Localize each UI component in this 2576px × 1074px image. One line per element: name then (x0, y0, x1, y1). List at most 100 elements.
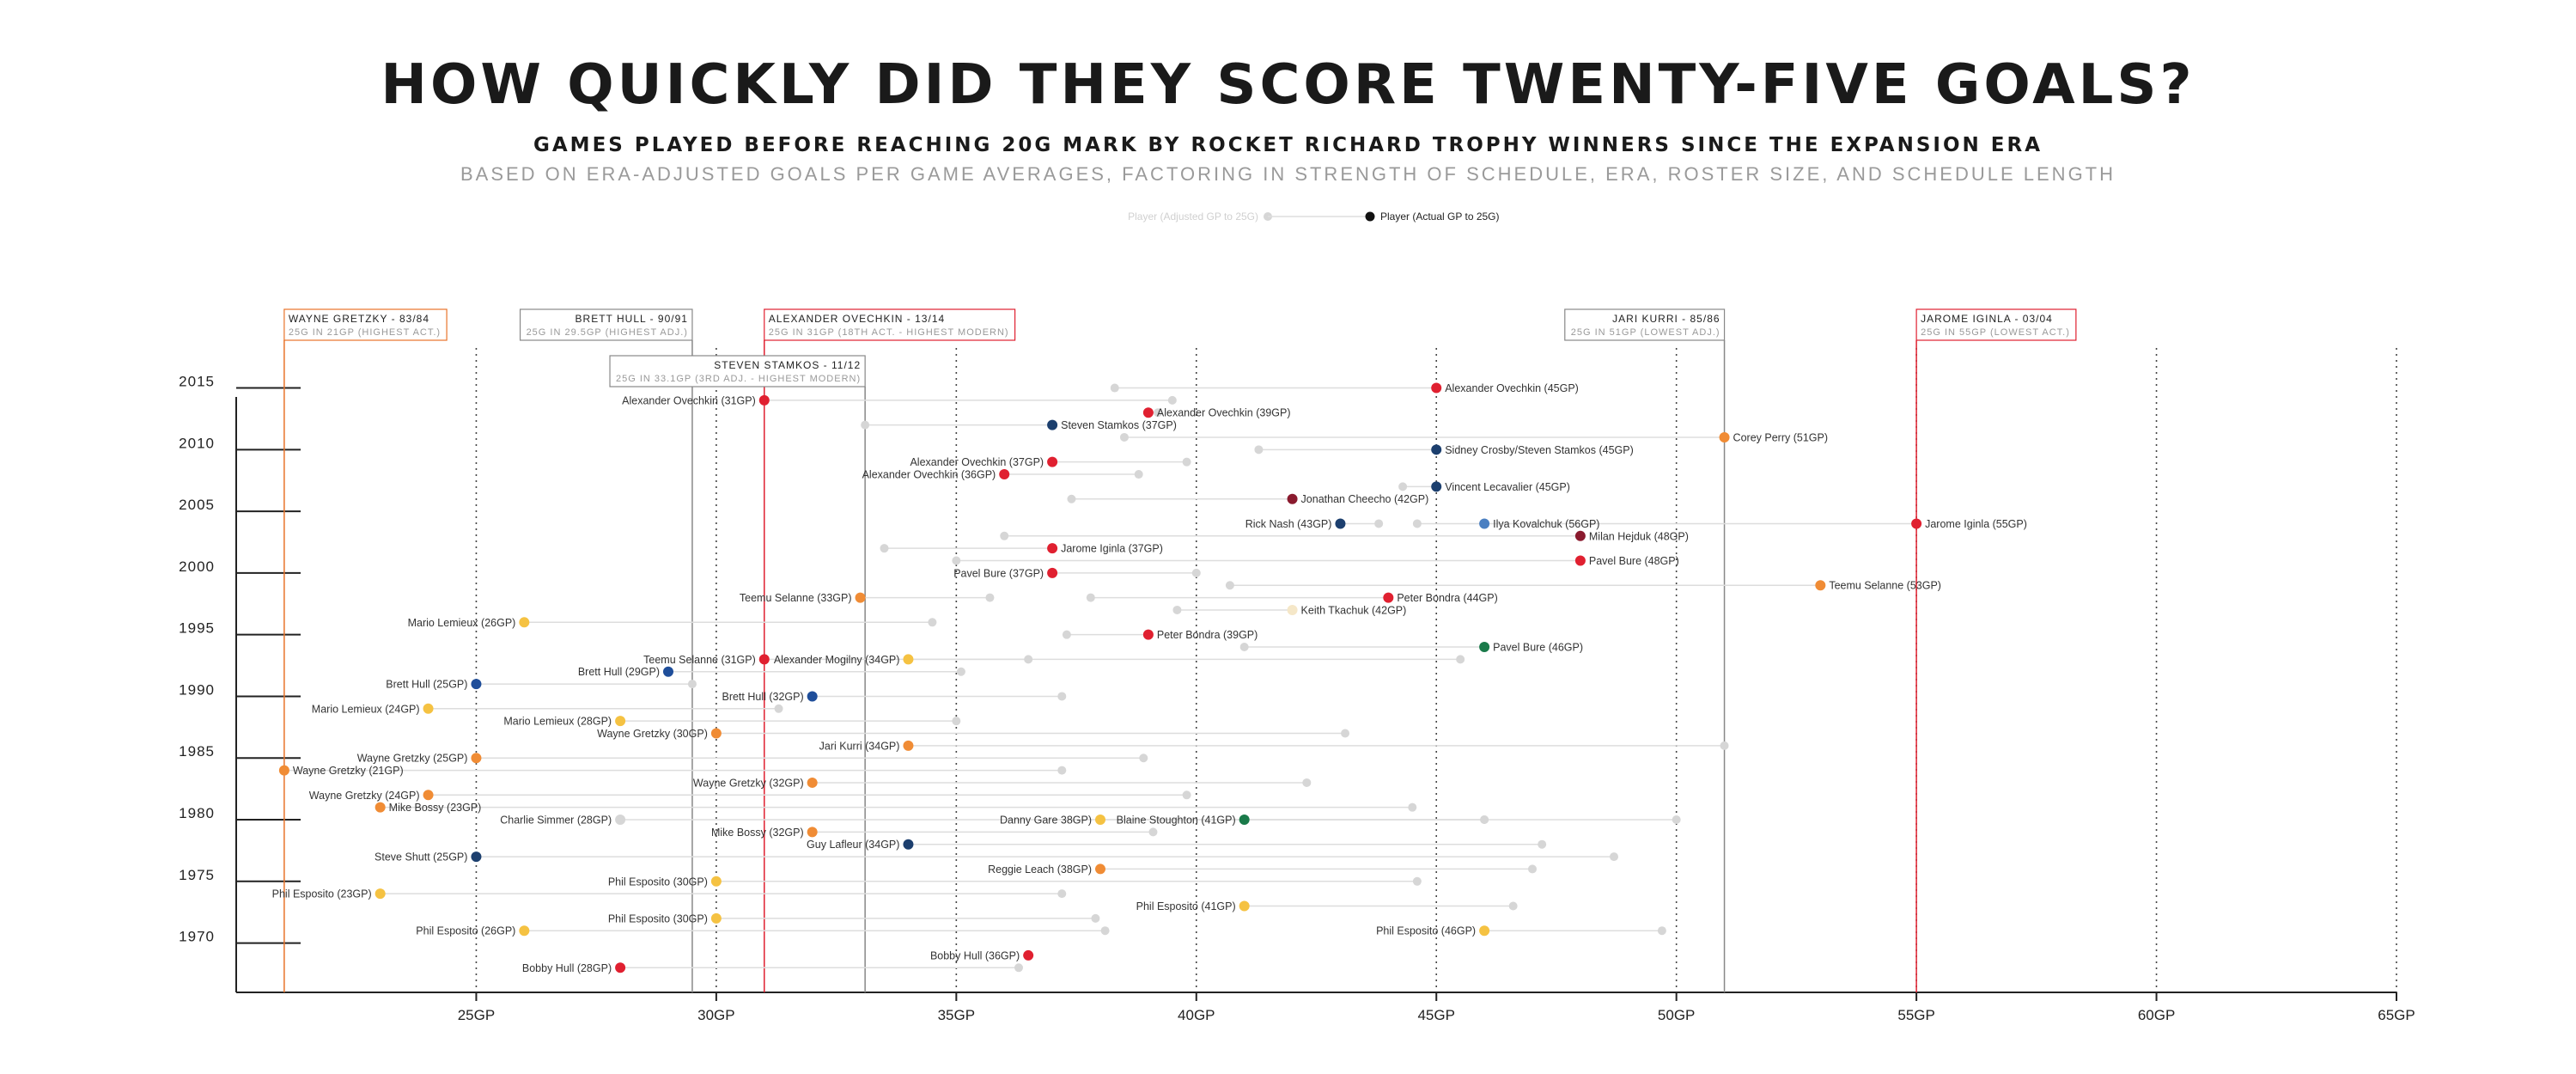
annotations: WAYNE GRETZKY - 83/84 25G IN 21GP (HIGHES… (283, 308, 2077, 992)
point-label: Phil Esposito (41GP) (1136, 900, 1236, 912)
annotation-note: 25G IN 31GP (18TH ACT. - HIGHEST MODERN) (769, 327, 1009, 338)
adjusted-dot (956, 667, 965, 676)
actual-dot (710, 912, 722, 924)
adjusted-dot (1000, 531, 1009, 540)
y-tick-label: 2015 (179, 374, 215, 390)
point-label: Phil Esposito (30GP) (608, 876, 708, 888)
actual-dot (1431, 481, 1442, 492)
adjusted-dot (1480, 815, 1489, 825)
chart-title: HOW QUICKLY DID THEY SCORE TWENTY-FIVE G… (381, 53, 2195, 117)
actual-dot (471, 679, 482, 690)
actual-dot (278, 765, 289, 776)
legend-actual-dot (1365, 211, 1375, 222)
point-label: Phil Esposito (30GP) (608, 912, 708, 924)
adjusted-dot (1110, 383, 1119, 393)
adjusted-dot (1508, 901, 1518, 911)
axes: 25GP 30GP 35GP 40GP 45GP 50GP 55GP 60GP 65GP 1970… (179, 374, 2415, 1023)
point-label: Alexander Ovechkin (37GP) (910, 456, 1044, 468)
point-label: Teemu Selanne (53GP) (1829, 580, 1941, 592)
point-label: Phil Esposito (23GP) (272, 888, 372, 900)
annotation-title: JAROME IGINLA - 03/04 (1921, 313, 2053, 325)
annotation-title: STEVEN STAMKOS - 11/12 (714, 359, 861, 371)
adjusted-dot (1014, 963, 1023, 973)
point-label: Alexander Mogilny (34GP) (774, 654, 900, 666)
actual-dot (1047, 419, 1058, 430)
adjusted-dot (1024, 655, 1033, 664)
point-label: Phil Esposito (26GP) (416, 925, 515, 937)
adjusted-dot (1154, 408, 1163, 418)
adjusted-dot (1182, 790, 1191, 800)
adjusted-dot (1100, 926, 1110, 936)
adjusted-dot (952, 556, 961, 565)
point-label: Sidney Crosby/Steven Stamkos (45GP) (1445, 444, 1634, 456)
adjusted-dot (1341, 729, 1350, 738)
actual-dot (1479, 642, 1490, 653)
point-label: Wayne Gretzky (25GP) (357, 753, 468, 765)
actual-dot (1431, 382, 1442, 394)
point-label: Alexander Ovechkin (39GP) (1157, 407, 1291, 419)
actual-dot (1911, 518, 1922, 529)
actual-dot (1479, 925, 1490, 937)
annotation-box (1915, 308, 2077, 341)
actual-dot (615, 962, 626, 973)
actual-dot (1574, 530, 1586, 541)
actual-dot (1095, 863, 1105, 875)
point-label: Mike Bossy (23GP) (389, 802, 482, 814)
actual-dot (758, 394, 770, 406)
y-tick-label: 2005 (179, 497, 215, 513)
adjusted-dot (1538, 839, 1547, 849)
actual-dot (375, 802, 386, 813)
actual-dot (903, 654, 914, 665)
actual-dot (1383, 592, 1394, 603)
point-label: Wayne Gretzky (30GP) (597, 728, 708, 740)
actual-dot (1047, 456, 1058, 467)
actual-dot (1239, 900, 1250, 912)
chart-subtitle: GAMES PLAYED BEFORE REACHING 20G MARK BY… (533, 134, 2043, 156)
adjusted-dot (1119, 432, 1129, 442)
actual-dot (710, 728, 722, 739)
adjusted-dot (1086, 593, 1095, 602)
actual-dot (1335, 518, 1346, 529)
x-tick-label: 50GP (1658, 1007, 1695, 1023)
adjusted-dot (1062, 630, 1071, 639)
adjusted-dot (928, 618, 937, 627)
actual-dot (519, 617, 530, 628)
adjusted-dot (1254, 445, 1264, 455)
actual-dot (615, 815, 626, 826)
point-label: Wayne Gretzky (21GP) (293, 765, 404, 777)
adjusted-dot (1239, 643, 1249, 652)
point-label: Milan Hejduk (48GP) (1589, 530, 1689, 542)
annotation-note: 25G IN 55GP (LOWEST ACT.) (1921, 327, 2070, 338)
actual-dot (1815, 580, 1826, 591)
actual-dot (758, 654, 770, 665)
point-label: Teemu Selanne (31GP) (643, 654, 756, 666)
point-label: Peter Bondra (39GP) (1157, 629, 1258, 641)
annotation-title: ALEXANDER OVECHKIN - 13/14 (769, 313, 945, 325)
actual-dot (471, 851, 482, 863)
adjusted-dot (985, 593, 995, 602)
annotation-note: 25G IN 33.1GP (3RD ADJ. - HIGHEST MODERN… (616, 374, 861, 384)
point-label: Pavel Bure (48GP) (1589, 555, 1679, 567)
point-label: Wayne Gretzky (32GP) (693, 777, 804, 789)
actual-dot (471, 753, 482, 764)
point-label: Phil Esposito (46GP) (1376, 925, 1476, 937)
actual-dot (1047, 543, 1058, 554)
y-tick-label: 1980 (179, 805, 215, 821)
annotation-note: 25G IN 21GP (HIGHEST ACT.) (289, 327, 441, 338)
y-tick-label: 1975 (179, 867, 215, 883)
adjusted-dot (1167, 395, 1177, 405)
point-label: Steven Stamkos (37GP) (1061, 419, 1177, 431)
point-label: Pavel Bure (37GP) (953, 567, 1044, 579)
point-label: Vincent Lecavalier (45GP) (1445, 481, 1570, 493)
y-tick-label: 2000 (179, 558, 215, 575)
point-label: Blaine Stoughton (41GP) (1117, 815, 1236, 827)
x-tick-label: 40GP (1178, 1007, 1215, 1023)
adjusted-dot (1657, 926, 1666, 936)
adjusted-dot (861, 420, 870, 430)
point-label: Jarome Iginla (55GP) (1925, 518, 2027, 530)
actual-dot (1142, 407, 1154, 418)
point-label: Jari Kurri (34GP) (819, 740, 900, 752)
adjusted-dot (1408, 802, 1417, 812)
actual-dot (1047, 567, 1058, 578)
point-label: Rick Nash (43GP) (1245, 518, 1332, 530)
